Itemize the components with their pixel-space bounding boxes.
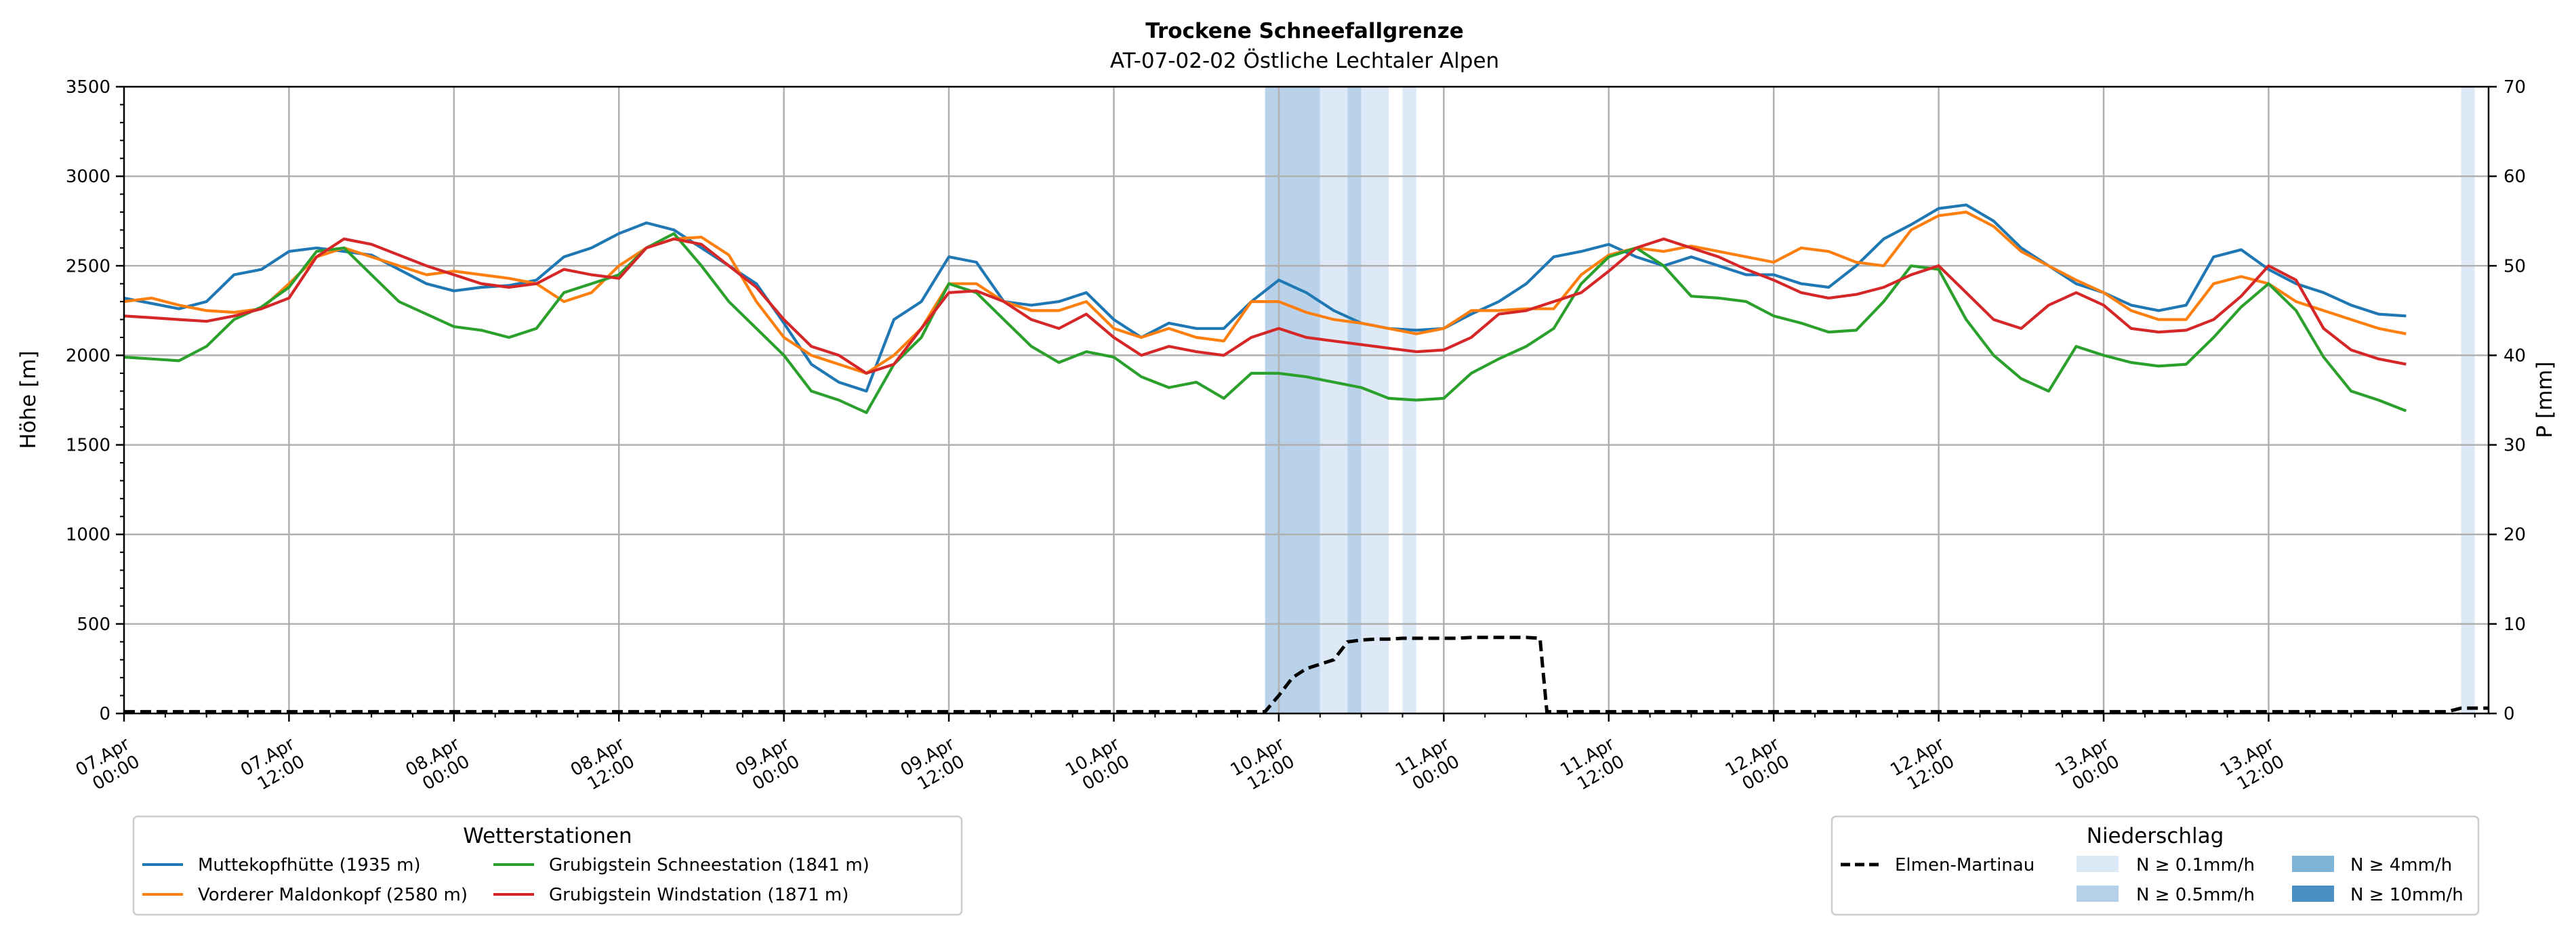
x-tick-label-6: 10.Apr00:00 (1062, 734, 1133, 798)
y-tick-label-right-2: 20 (2503, 525, 2526, 545)
series-line-3 (123, 237, 2407, 375)
legend-label-level-3: N ≥ 10mm/h (2350, 885, 2463, 905)
legend-label-level-1: N ≥ 0.5mm/h (2136, 885, 2255, 905)
y-tick-label-left-6: 3000 (66, 167, 110, 187)
legend-swatch-level-2 (2292, 856, 2334, 872)
y-tick-label-left-4: 2000 (66, 346, 110, 366)
precip-band-2 (1347, 87, 1362, 713)
legend-swatch-level-0 (2077, 856, 2119, 872)
precip-bands (1265, 87, 2475, 713)
precip-band-3 (1361, 87, 1389, 713)
legend-precip-title: Niederschlag (2087, 824, 2224, 848)
data-lines (123, 203, 2489, 713)
x-tick-label-1: 07.Apr12:00 (237, 734, 308, 798)
y-tick-label-right-6: 60 (2503, 167, 2526, 187)
x-tick-label-11: 12.Apr12:00 (1887, 734, 1958, 798)
y-tick-label-right-5: 50 (2503, 256, 2526, 276)
legend-label-series-0: Muttekopfhütte (1935 m) (198, 855, 421, 875)
y-tick-label-right-1: 10 (2503, 615, 2526, 635)
y-tick-label-left-5: 2500 (66, 256, 110, 276)
legend-stations-frame (132, 815, 963, 916)
plot-frame (123, 85, 2490, 715)
legend-label-precip-line: Elmen-Martinau (1895, 855, 2035, 875)
precip-band-1 (1320, 87, 1348, 713)
x-tick-label-0: 07.Apr00:00 (73, 734, 144, 798)
legend-swatch-level-3 (2292, 886, 2334, 902)
y-axis-label-left: Höhe [m] (16, 350, 41, 449)
x-tick-label-7: 10.Apr12:00 (1227, 734, 1299, 798)
legend-label-level-2: N ≥ 4mm/h (2350, 855, 2452, 875)
y-tick-label-right-7: 70 (2503, 77, 2526, 98)
precip-band-0 (1265, 87, 1320, 713)
precip-line (124, 636, 2489, 713)
y-tick-label-left-0: 0 (99, 704, 110, 724)
grid (124, 87, 2489, 713)
x-tick-label-9: 11.Apr12:00 (1557, 734, 1629, 798)
chart-title: Trockene Schneefallgrenze (1145, 19, 1464, 43)
x-tick-label-2: 08.Apr00:00 (403, 734, 474, 798)
x-tick-label-5: 09.Apr12:00 (897, 734, 968, 798)
legend-label-level-0: N ≥ 0.1mm/h (2136, 855, 2255, 875)
legend-label-series-2: Grubigstein Schneestation (1841 m) (549, 855, 870, 875)
y-tick-label-left-2: 1000 (66, 525, 110, 545)
series-line-2 (123, 232, 2407, 415)
y-tick-label-right-3: 30 (2503, 436, 2526, 456)
y-tick-label-right-4: 40 (2503, 346, 2526, 366)
x-tick-label-13: 13.Apr12:00 (2217, 734, 2288, 798)
y-tick-label-right-0: 0 (2503, 704, 2515, 724)
y-tick-label-left-1: 500 (77, 615, 110, 635)
y-tick-label-left-3: 1500 (66, 436, 110, 456)
legend-precip: Niederschlag Elmen-Martinau N ≥ 0.1mm/h … (1831, 815, 2480, 916)
legend-label-series-3: Grubigstein Windstation (1871 m) (549, 885, 849, 905)
chart-subtitle: AT-07-02-02 Östliche Lechtaler Alpen (1110, 48, 1499, 73)
x-tick-label-4: 09.Apr00:00 (732, 734, 803, 798)
x-tick-label-3: 08.Apr12:00 (567, 734, 638, 798)
legend-label-series-1: Vorderer Maldonkopf (2580 m) (198, 885, 468, 905)
y-tick-label-left-7: 3500 (66, 77, 110, 98)
y-axis-label-right: P [mm] (2533, 361, 2557, 438)
legend-stations-title: Wetterstationen (463, 824, 632, 848)
x-tick-label-8: 11.Apr00:00 (1392, 734, 1463, 798)
precip-band-5 (2461, 87, 2475, 713)
legend-swatch-level-1 (2077, 886, 2119, 902)
x-tick-label-12: 13.Apr00:00 (2052, 734, 2123, 798)
series-line-1 (123, 210, 2407, 375)
x-tick-label-10: 12.Apr00:00 (1722, 734, 1793, 798)
legend-stations: Wetterstationen Muttekopfhütte (1935 m) … (132, 815, 963, 916)
